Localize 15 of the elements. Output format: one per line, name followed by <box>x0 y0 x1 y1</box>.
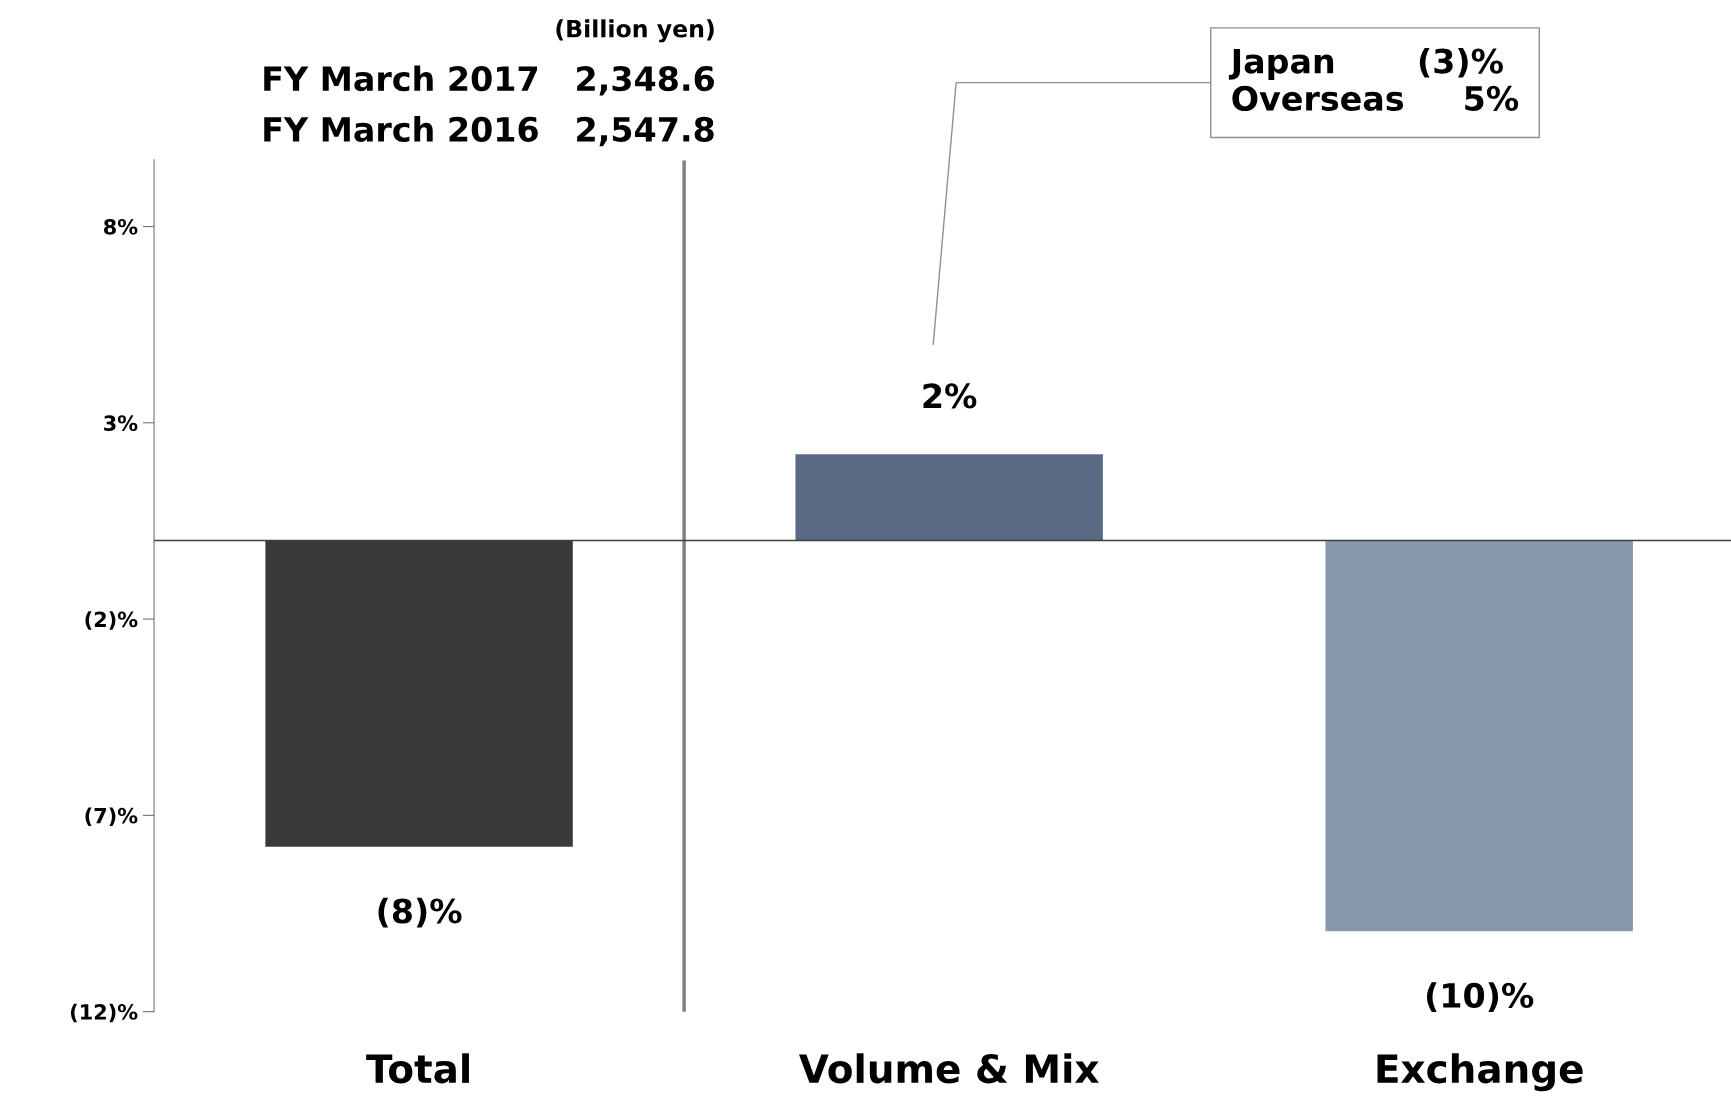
x-tick-label: Total <box>366 1053 469 1084</box>
data-label: (8)% <box>378 897 462 928</box>
y-tick-label: 8% <box>103 218 138 235</box>
y-tick-label: 3% <box>104 415 138 432</box>
text: (Billion yen) <box>556 19 714 43</box>
data-label: (10)% <box>1426 982 1534 1012</box>
text: FY March 2016 2,547.8 <box>264 116 714 147</box>
y-tick-label: (7)% <box>85 807 138 827</box>
y-tick-label: (2)% <box>85 611 138 630</box>
data-label: 2% <box>923 383 977 409</box>
x-tick-label: Volume & Mix <box>799 1053 1099 1084</box>
x-tick-label: Exchange <box>1377 1053 1583 1092</box>
text: FY March 2017 2,348.6 <box>264 65 714 96</box>
text: Japan (3)% Overseas 5% <box>1228 47 1519 111</box>
y-tick-label: (12)% <box>70 1003 138 1023</box>
